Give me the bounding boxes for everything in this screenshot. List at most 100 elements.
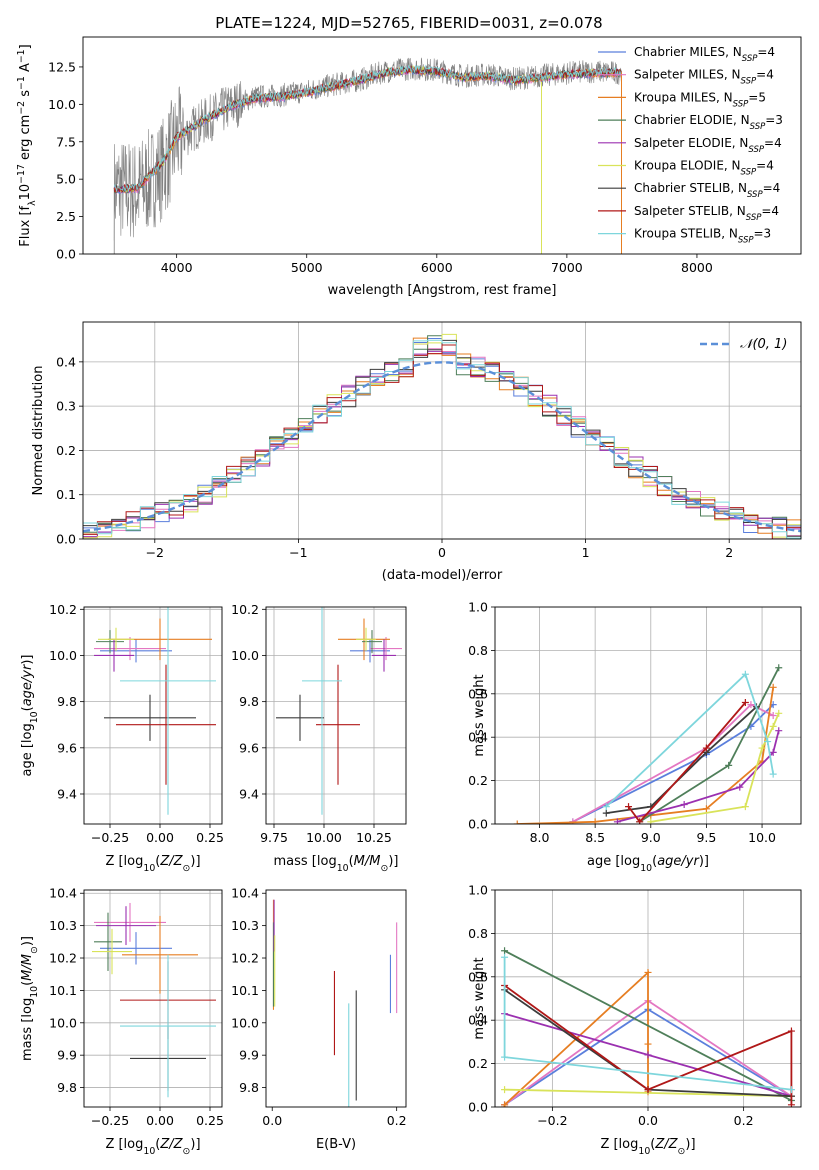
legend-entry: Salpeter STELIB, NSSP=4 xyxy=(634,204,779,223)
x-axis-label-part: ⊙ xyxy=(380,863,388,874)
x-tick-label: 0.25 xyxy=(196,1113,224,1128)
x-axis-label-part: Z [log xyxy=(600,1137,638,1152)
legend-entry-main: Chabrier ELODIE, N xyxy=(634,113,750,127)
weight-marker xyxy=(769,683,777,691)
legend-entry: Salpeter ELODIE, NSSP=4 xyxy=(634,136,782,155)
x-axis-label-part: Z/Z xyxy=(654,1137,678,1152)
y-tick-label: 0.6 xyxy=(468,969,488,984)
x-tick-label: 10.25 xyxy=(356,830,392,845)
weight-marker xyxy=(602,803,610,811)
plot-area-residuals xyxy=(83,322,801,539)
axes-frame xyxy=(82,36,802,255)
weight-marker xyxy=(644,1086,652,1094)
y-tick-label: 9.6 xyxy=(239,740,259,755)
weight-line-3 xyxy=(504,950,792,1102)
y-tick-label: 10.1 xyxy=(49,983,77,998)
panel-spectrum: 4000 5000 6000 7000 8000 0.0 2.5 5.0 7.5 10.0 12.5… xyxy=(16,36,802,298)
weight-line-6 xyxy=(606,706,758,814)
y-tick-label: 10.2 xyxy=(49,951,77,966)
weight-marker xyxy=(769,722,777,730)
legend-entry: 𝒩(0, 1) xyxy=(740,337,787,352)
legend-entry-tail: =4 xyxy=(761,204,779,218)
weight-marker xyxy=(501,1086,509,1094)
weight-marker xyxy=(702,744,710,752)
y-axis-label-part: s xyxy=(18,90,33,101)
weight-line-7 xyxy=(627,701,747,824)
x-tick-label: 8.5 xyxy=(585,830,605,845)
weight-marker xyxy=(636,818,644,824)
x-axis-label-part: )] xyxy=(388,854,398,869)
gaussian-curve xyxy=(83,361,801,533)
weight-marker xyxy=(501,947,509,955)
y-axis-label-part: ( xyxy=(20,706,35,711)
plot-area-age_vs_mass xyxy=(266,607,406,824)
x-axis-label-part: Z/Z xyxy=(159,1137,183,1152)
y-tick-label: 1.0 xyxy=(468,883,488,898)
panel-mass_vs_ebv: 0.0 0.2 9.8 9.9 10.0 10.1 10.2 10.3 10.4 E(B-V) xyxy=(231,886,406,1152)
y-axis-label-part: ] xyxy=(18,44,33,49)
weight-line-7 xyxy=(504,984,793,1105)
legend-entry-tail: =3 xyxy=(754,227,772,241)
weight-line-2 xyxy=(517,687,775,824)
y-tick-label: 0.0 xyxy=(56,247,76,262)
weight-marker xyxy=(736,783,744,791)
weight-marker xyxy=(647,818,655,824)
legend-entry-main: Chabrier STELIB, N xyxy=(634,181,747,195)
x-axis-label-part: 10 xyxy=(638,1146,650,1157)
y-tick-label: 9.8 xyxy=(57,1080,77,1095)
legend-entry: Chabrier ELODIE, NSSP=3 xyxy=(634,113,783,132)
figure-title: PLATE=1224, MJD=52765, FIBERID=0031, z=0… xyxy=(215,14,602,32)
x-axis-label-part: ( xyxy=(349,854,354,869)
weight-marker xyxy=(644,1040,652,1048)
plot-area-mass_vs_Z xyxy=(84,890,222,1107)
x-axis-label: Z [log10(Z/Z⊙)] xyxy=(105,854,200,874)
weight-marker xyxy=(501,1101,509,1107)
x-tick-label: 1 xyxy=(582,545,590,560)
weight-marker xyxy=(769,748,777,756)
x-tick-label: 0.00 xyxy=(146,1113,174,1128)
x-axis-label: wavelength [Angstrom, rest frame] xyxy=(328,283,557,298)
axes-frame xyxy=(83,606,223,825)
y-tick-label: 10.0 xyxy=(231,1015,259,1030)
panel-residuals: −2 −1 0 1 2 0.0 0.1 0.2 0.3 0.4 (data-model)/error… xyxy=(31,321,802,583)
x-axis-label-part: 10 xyxy=(337,863,349,874)
y-axis-label-part: −2 xyxy=(16,101,27,115)
legend-entry-sub: SSP xyxy=(750,122,766,132)
y-tick-label: 0.8 xyxy=(468,643,488,658)
y-axis-label-part: Flux [f xyxy=(18,205,33,246)
y-tick-label: 0.8 xyxy=(468,926,488,941)
x-axis-label-part: ⊙ xyxy=(183,863,191,874)
panel-age_vs_mass: 9.75 10.00 10.25 9.4 9.6 9.8 10.0 10.2 mass [log… xyxy=(231,602,407,874)
y-axis-label-part: mass [log xyxy=(20,998,35,1061)
panel-massweight_vs_Z: −0.2 0.0 0.2 0.0 0.2 0.4 0.6 0.8 1.0 Z [log10(Z/Z… xyxy=(468,883,802,1157)
weight-marker xyxy=(741,803,749,811)
x-axis-label-part: Z [log xyxy=(105,1137,143,1152)
x-axis-label-part: )] xyxy=(699,854,709,869)
x-axis-label-part: ( xyxy=(155,854,160,869)
x-axis-label-part: ( xyxy=(650,1137,655,1152)
y-tick-label: 10.0 xyxy=(48,97,76,112)
y-tick-label: 0.6 xyxy=(468,686,488,701)
weight-line-0 xyxy=(572,703,774,823)
y-tick-label: 0.2 xyxy=(468,773,488,788)
legend-entry-tail: =4 xyxy=(757,45,775,59)
legend-entry-sub: SSP xyxy=(742,54,758,64)
y-axis-label-part: age/yr xyxy=(20,663,35,706)
y-axis-label: mass weight xyxy=(472,957,487,1039)
y-tick-label: 0.0 xyxy=(468,817,488,832)
y-tick-label: 5.0 xyxy=(56,172,76,187)
legend-entry-sub: SSP xyxy=(733,99,749,109)
x-axis-label-part: ( xyxy=(652,854,657,869)
y-tick-label: 9.6 xyxy=(57,740,77,755)
weight-marker xyxy=(725,761,733,769)
legend-entry: Salpeter MILES, NSSP=4 xyxy=(634,68,774,87)
x-axis-label-part: mass [log xyxy=(274,854,337,869)
weight-marker xyxy=(591,818,599,824)
data-spectrum-line xyxy=(113,57,622,241)
legend-entry-tail: =3 xyxy=(765,113,783,127)
y-tick-label: 1.0 xyxy=(468,600,488,615)
y-axis-label-part: age [log xyxy=(20,723,35,776)
panel-massweight_vs_age: 8.0 8.5 9.0 9.5 10.0 0.0 0.2 0.4 0.6 0.8 1.0 age [l… xyxy=(468,600,802,874)
